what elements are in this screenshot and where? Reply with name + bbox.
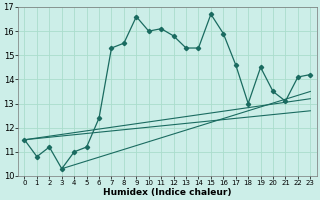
X-axis label: Humidex (Indice chaleur): Humidex (Indice chaleur) bbox=[103, 188, 232, 197]
